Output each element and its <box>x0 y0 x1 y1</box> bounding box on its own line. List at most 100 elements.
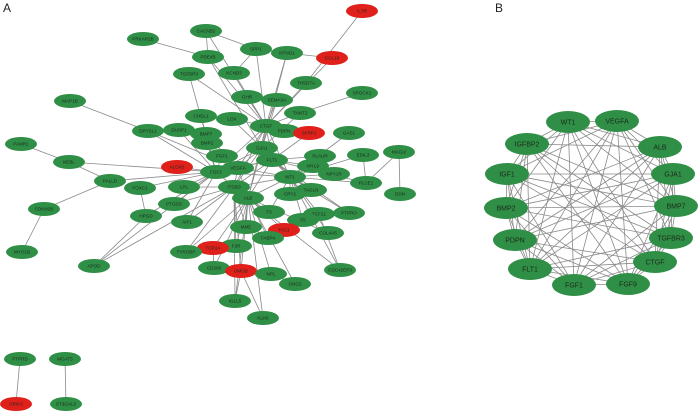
node <box>595 110 639 132</box>
node-label: FGF2 <box>210 170 222 175</box>
node <box>253 205 285 219</box>
edge <box>514 239 629 285</box>
node <box>333 126 365 140</box>
node-label: FGF1 <box>565 282 583 289</box>
node <box>384 187 416 201</box>
node <box>485 163 529 185</box>
node-label: FOXC1 <box>132 186 148 191</box>
edge <box>186 171 217 223</box>
node <box>198 261 230 275</box>
node-label: TNNT2 <box>293 111 308 116</box>
edge <box>398 151 401 195</box>
edge <box>93 215 147 267</box>
node <box>312 226 344 240</box>
node <box>261 93 293 107</box>
node <box>252 231 284 245</box>
node <box>347 148 379 162</box>
node <box>293 126 325 140</box>
node-label: CTGF <box>260 124 273 129</box>
node-label: WT1 <box>561 119 576 126</box>
node-label: CACNB2 <box>197 29 216 34</box>
node <box>316 51 348 65</box>
edge <box>654 173 674 263</box>
node <box>230 220 262 234</box>
node-label: PRKAR2B <box>132 37 153 42</box>
node <box>190 24 222 38</box>
node-label: IGFBP2 <box>515 141 540 148</box>
edge <box>627 205 677 285</box>
node <box>284 106 316 120</box>
edge <box>567 121 629 285</box>
node-label: GJA1 <box>664 171 682 178</box>
edge <box>514 143 528 241</box>
node-label: PAMR1 <box>13 142 29 147</box>
edge <box>506 173 677 207</box>
edge <box>185 197 249 253</box>
edge <box>255 48 267 127</box>
node-label: GHR <box>242 95 253 100</box>
node-label: PTPRO <box>341 211 357 216</box>
node-label: FLT1 <box>522 266 538 273</box>
node-label: GJA1 <box>256 146 268 151</box>
node-label: SFRP1 <box>302 131 317 136</box>
node <box>124 181 156 195</box>
node-label: PDPN <box>505 237 524 244</box>
node <box>484 197 528 219</box>
node <box>197 241 229 255</box>
node <box>53 155 85 169</box>
node <box>50 397 82 411</box>
node-label: TYROBP <box>177 250 196 255</box>
edge <box>318 213 341 271</box>
node-label: GRIK2 <box>9 402 23 407</box>
edge <box>526 143 677 207</box>
node-label: MAGI2 <box>392 150 407 155</box>
node <box>200 165 232 179</box>
node-label: LPL <box>180 185 189 190</box>
node <box>274 187 306 201</box>
node-label: PDE4B <box>200 55 215 60</box>
node-label: F2R <box>232 244 241 249</box>
edge <box>233 125 267 188</box>
node <box>505 133 549 155</box>
edge <box>505 207 672 239</box>
node-label: LOX <box>227 117 236 122</box>
edge <box>526 143 629 285</box>
node-label: TOP2A <box>206 246 222 251</box>
node-label: KCND3 <box>226 71 242 76</box>
node <box>318 167 350 181</box>
node <box>54 94 86 108</box>
node <box>232 191 264 205</box>
node <box>158 197 190 211</box>
node-label: MGAT5 <box>57 357 73 362</box>
edge <box>178 129 217 173</box>
node-label: FLT1 <box>267 158 278 163</box>
node <box>6 245 38 259</box>
node-label: SPOCK1 <box>353 91 372 96</box>
node <box>255 267 287 281</box>
node <box>168 180 200 194</box>
node <box>508 258 552 280</box>
edge <box>506 173 672 239</box>
node <box>651 163 695 185</box>
node <box>649 227 693 249</box>
node-label: KLK6 <box>257 316 269 321</box>
node-label: PLAUR <box>312 154 328 159</box>
node-label: ALB <box>244 196 253 201</box>
node-label: MAP1B <box>62 99 78 104</box>
node <box>130 209 162 223</box>
node <box>350 176 382 190</box>
node <box>271 46 303 60</box>
node-label: CD200 <box>207 266 222 271</box>
node <box>161 160 193 174</box>
edge <box>265 125 291 178</box>
node-label: APOD <box>87 264 101 269</box>
node <box>170 245 202 259</box>
node-label: VEGFA <box>605 118 629 125</box>
edge <box>616 120 629 285</box>
node-label: AIF1 <box>182 220 192 225</box>
node <box>240 42 272 56</box>
panel-label: A <box>3 1 11 15</box>
node-label: CTGF <box>645 259 664 266</box>
node <box>132 124 164 138</box>
node <box>94 174 126 188</box>
